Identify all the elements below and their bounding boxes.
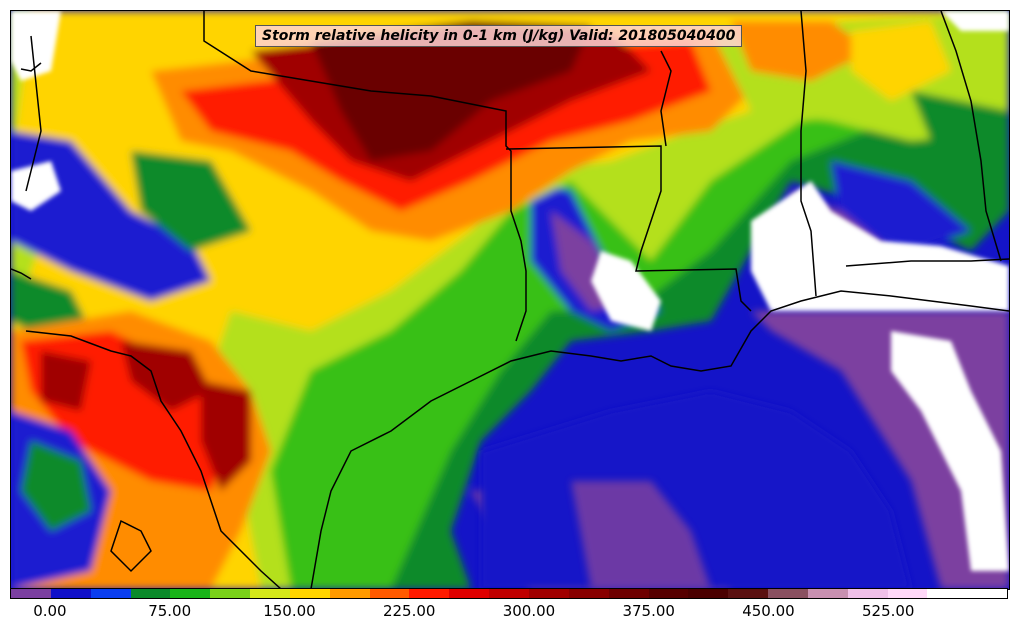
colorbar-segment: [130, 589, 171, 598]
colorbar-segment: [90, 589, 131, 598]
helicity-map: [11, 11, 1009, 589]
colorbar: [10, 588, 1008, 599]
colorbar-tick-label: 450.00: [742, 602, 795, 620]
mexico-border: [11, 62, 282, 589]
colorbar-segment: [250, 589, 290, 598]
colorbar-tick-label: 0.00: [33, 602, 67, 620]
texas-west-boundary: [110, 519, 152, 573]
colorbar-tick-label: 525.00: [861, 602, 915, 620]
mississippi-alabama-border: [800, 11, 817, 297]
mississippi-river: [660, 50, 672, 147]
alabama-georgia-border: [940, 11, 1002, 262]
texas-oklahoma-border: [203, 11, 527, 342]
colorbar-segment: [369, 589, 410, 598]
colorbar-segment: [688, 589, 729, 598]
colorbar-segment: [289, 589, 330, 598]
colorbar-segment: [210, 589, 251, 598]
arkansas-louisiana-border: [505, 145, 752, 312]
colorbar-tick-label: 150.00: [263, 602, 316, 620]
colorbar-segment: [847, 589, 888, 598]
colorbar-segment: [768, 589, 808, 598]
colorbar-labels: 0.00 75.00 150.00 225.00 300.00 375.00 450.00 5…: [10, 602, 1008, 622]
map-panel: Storm relative helicity in 0-1 km (J/kg)…: [10, 10, 1010, 590]
new-mexico-border: [25, 35, 42, 192]
colorbar-segment: [648, 589, 689, 598]
colorbar-tick-label: 300.00: [502, 602, 556, 620]
colorbar-segment: [927, 589, 968, 598]
colorbar-segment: [608, 589, 649, 598]
colorbar-segment: [449, 589, 490, 598]
boundaries: [11, 11, 1009, 589]
colorbar-segment: [728, 589, 769, 598]
colorbar-segment: [887, 589, 928, 598]
colorbar-segment: [807, 589, 848, 598]
colorbar-segment: [409, 589, 450, 598]
florida-border: [845, 258, 1009, 267]
colorbar-tick-label: 75.00: [148, 602, 192, 620]
colorbar-segment: [11, 589, 51, 598]
colorbar-tick-label: 225.00: [382, 602, 436, 620]
colorbar-tick-label: 375.00: [622, 602, 675, 620]
colorbar-segment: [489, 589, 529, 598]
gulf-coastline: [310, 290, 1009, 589]
colorbar-segment: [528, 589, 569, 598]
colorbar-segment: [50, 589, 91, 598]
white-regions: [11, 11, 1009, 571]
colorbar-segment: [568, 589, 609, 598]
colorbar-segment: [967, 589, 1008, 598]
colorbar-segment: [170, 589, 211, 598]
colorbar-segment: [329, 589, 370, 598]
map-title: Storm relative helicity in 0-1 km (J/kg)…: [255, 25, 743, 47]
